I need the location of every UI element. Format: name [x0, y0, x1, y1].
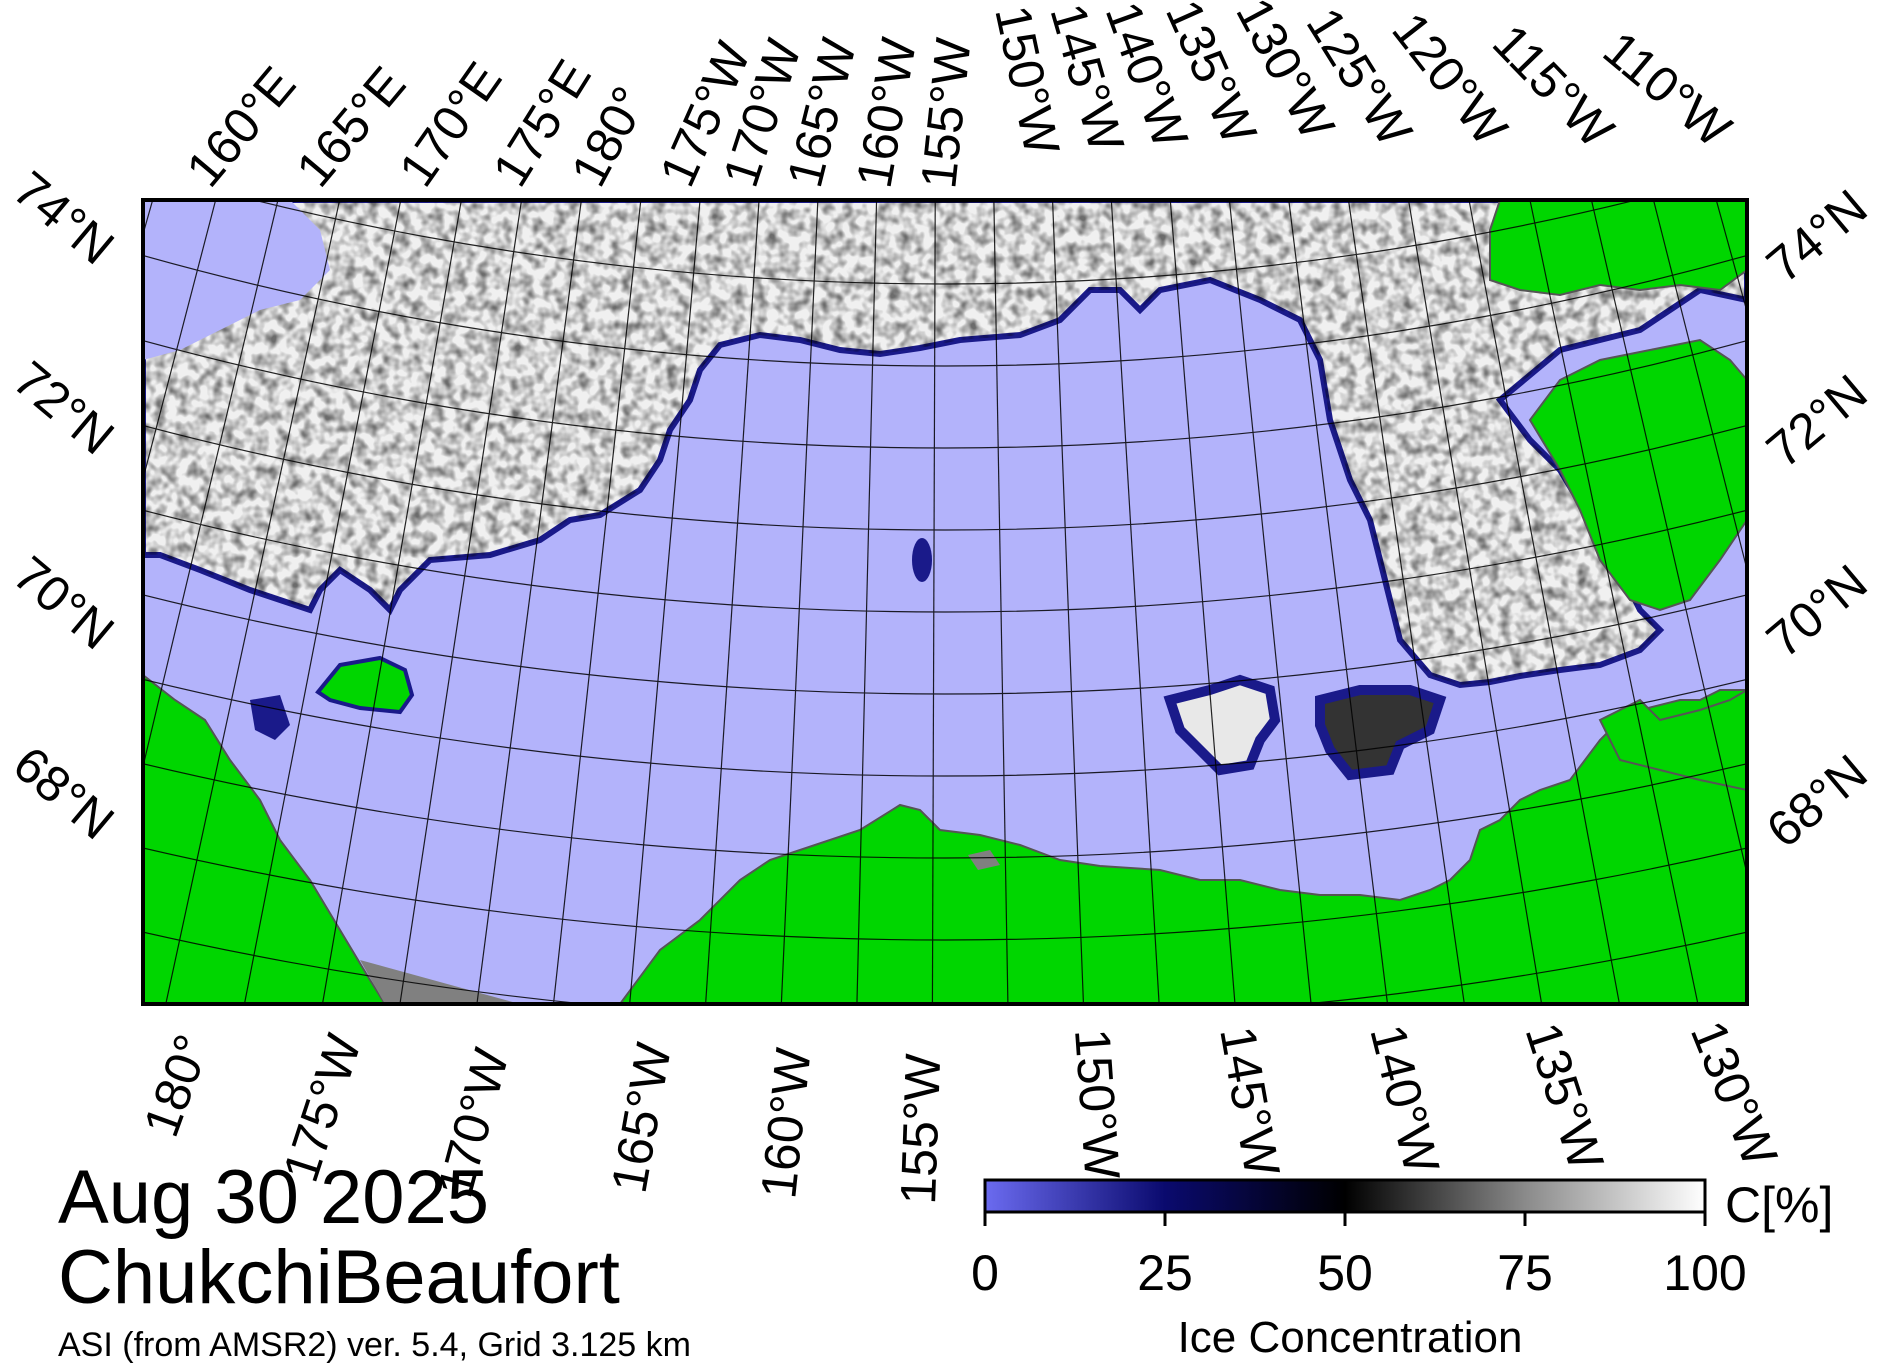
map-frame	[141, 198, 1749, 1006]
bottom-lon-label: 130°W	[1680, 1013, 1789, 1174]
meridian-line	[1110, 200, 1160, 1004]
meridian-line	[856, 200, 878, 1004]
bottom-lon-label: 145°W	[1209, 1022, 1290, 1181]
top-lon-label: 165°E	[286, 56, 417, 197]
colorbar-gradient	[983, 1178, 1707, 1214]
meridian-line	[1590, 200, 1747, 877]
meridian-line	[629, 200, 701, 1004]
colorbar-ticks	[983, 1212, 1707, 1226]
banks-island	[1528, 338, 1747, 612]
land-mask	[360, 960, 520, 1004]
meridian-line	[321, 200, 462, 1004]
land-chukotka	[143, 673, 387, 1004]
top-lon-label: 115°W	[1482, 14, 1625, 159]
map-area	[0, 0, 1890, 1113]
left-lat-label: 70°N	[3, 546, 125, 661]
meridian-line	[1407, 200, 1543, 1004]
bottom-lon-label: 140°W	[1359, 1019, 1450, 1179]
meridian-line	[1652, 200, 1747, 572]
map-date: Aug 30 2025	[58, 1155, 490, 1240]
right-lat-label: 70°N	[1756, 554, 1878, 669]
meridian-line	[1228, 200, 1312, 1004]
colorbar-unit: C[%]	[1725, 1177, 1833, 1233]
top-lon-labels: 160°E 165°E 170°E 175°E 180° 175°W 170°W…	[176, 0, 1743, 197]
meridian-line	[1288, 200, 1389, 1004]
colorbar-tick-label: 0	[971, 1245, 999, 1301]
colorbar-tick-label: 50	[1317, 1245, 1373, 1301]
bottom-lon-label: 180°	[133, 1027, 221, 1143]
left-lat-label: 72°N	[3, 351, 125, 466]
meridian-line	[165, 200, 341, 1004]
left-lat-label: 68°N	[3, 736, 125, 851]
bottom-lon-label: 135°W	[1515, 1016, 1615, 1177]
meridian-line	[780, 200, 819, 1004]
meridian-line	[705, 200, 760, 1004]
meridian-line	[1169, 200, 1236, 1004]
ice-floe-cluster	[1163, 674, 1281, 776]
wrangel-island	[315, 655, 415, 715]
meridian-line	[931, 200, 936, 1004]
graticule	[0, 0, 1890, 1113]
product-info: ASI (from AMSR2) ver. 5.4, Grid 3.125 km	[58, 1326, 691, 1364]
meridian-line	[0, 0, 30, 1051]
meridian-line	[243, 200, 402, 1004]
meridian-line	[399, 200, 523, 1004]
meridian-line	[1347, 200, 1465, 1004]
meridian-line	[1051, 200, 1085, 1004]
meridian-line	[1740, 0, 1890, 1113]
right-lat-label: 68°N	[1756, 744, 1878, 859]
left-lat-label: 74°N	[3, 161, 125, 276]
meridian-line	[1843, 0, 1890, 1060]
bottom-lon-label: 155°W	[890, 1052, 951, 1205]
map-region: ChukchiBeaufort	[58, 1235, 620, 1320]
meridian-line	[993, 200, 1009, 1004]
ice-texture	[143, 200, 1747, 685]
meridian-line	[0, 0, 133, 1105]
right-lat-labels: 74°N 72°N 70°N 68°N	[1756, 179, 1878, 859]
arctic-islands	[1489, 200, 1747, 297]
colorbar: 0 25 50 75 100 C[%] Ice Concentration	[971, 1177, 1833, 1362]
meridian-line	[1529, 200, 1699, 1004]
right-lat-label: 72°N	[1756, 364, 1878, 479]
bottom-lon-label: 160°W	[750, 1045, 822, 1201]
top-lon-label: 110°W	[1593, 21, 1742, 159]
right-lat-label: 74°N	[1756, 179, 1878, 294]
bottom-lon-label: 150°W	[1064, 1027, 1130, 1182]
meridian-line	[1468, 200, 1621, 1004]
meridian-line	[476, 200, 582, 1004]
colorbar-label: Ice Concentration	[1178, 1313, 1523, 1362]
colorbar-tick-label: 25	[1137, 1245, 1193, 1301]
left-lat-labels: 74°N 72°N 70°N 68°N	[3, 161, 125, 851]
ice-floe	[912, 538, 932, 582]
bottom-lon-label: 165°W	[601, 1038, 682, 1197]
colorbar-tick-label: 100	[1663, 1245, 1746, 1301]
meridian-line	[1791, 0, 1890, 1088]
land-mask	[968, 850, 1000, 870]
colorbar-tick-label: 75	[1497, 1245, 1553, 1301]
meridian-line	[143, 200, 279, 770]
top-lon-label: 160°E	[176, 56, 307, 197]
